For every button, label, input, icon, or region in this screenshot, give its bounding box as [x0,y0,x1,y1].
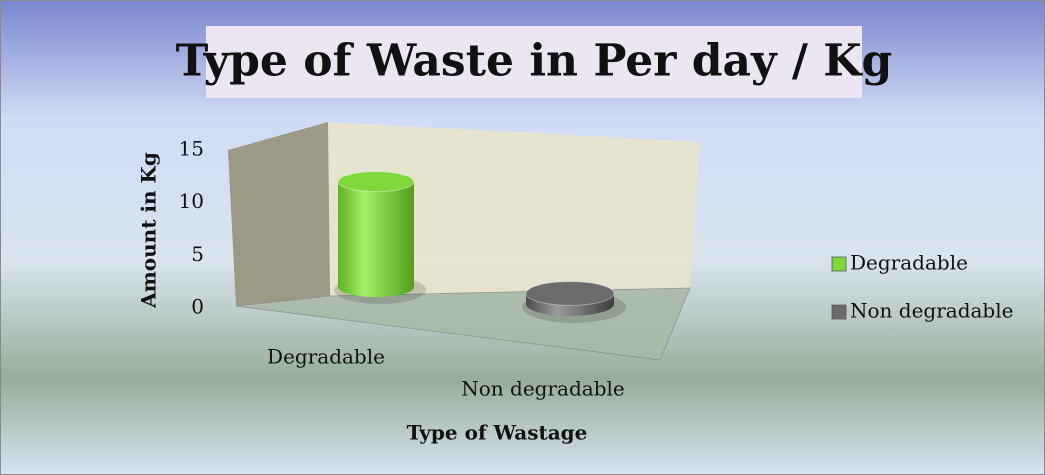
y-tick-label: 10 [179,189,204,213]
back-wall [328,122,700,296]
y-axis-label: Amount in Kg [137,152,161,309]
y-tick-label: 15 [179,137,204,161]
x-tick-label: Degradable [267,345,385,369]
legend-label: Non degradable [850,299,1013,323]
bar-top [337,171,415,193]
x-axis-label: Type of Wastage [407,421,588,445]
bar [522,280,626,323]
x-tick-label: Non degradable [461,377,624,401]
title-box [206,26,862,98]
bar-top [525,280,615,306]
y-tick-label: 0 [191,295,204,319]
chart-title: Type of Waste in Per day / Kg [176,36,893,87]
bar [334,171,426,304]
legend-label: Degradable [850,251,968,275]
bar-body [338,181,414,297]
side-wall [228,122,330,306]
legend-swatch [831,256,847,272]
legend-swatch [831,304,847,320]
y-tick-label: 5 [191,242,204,266]
